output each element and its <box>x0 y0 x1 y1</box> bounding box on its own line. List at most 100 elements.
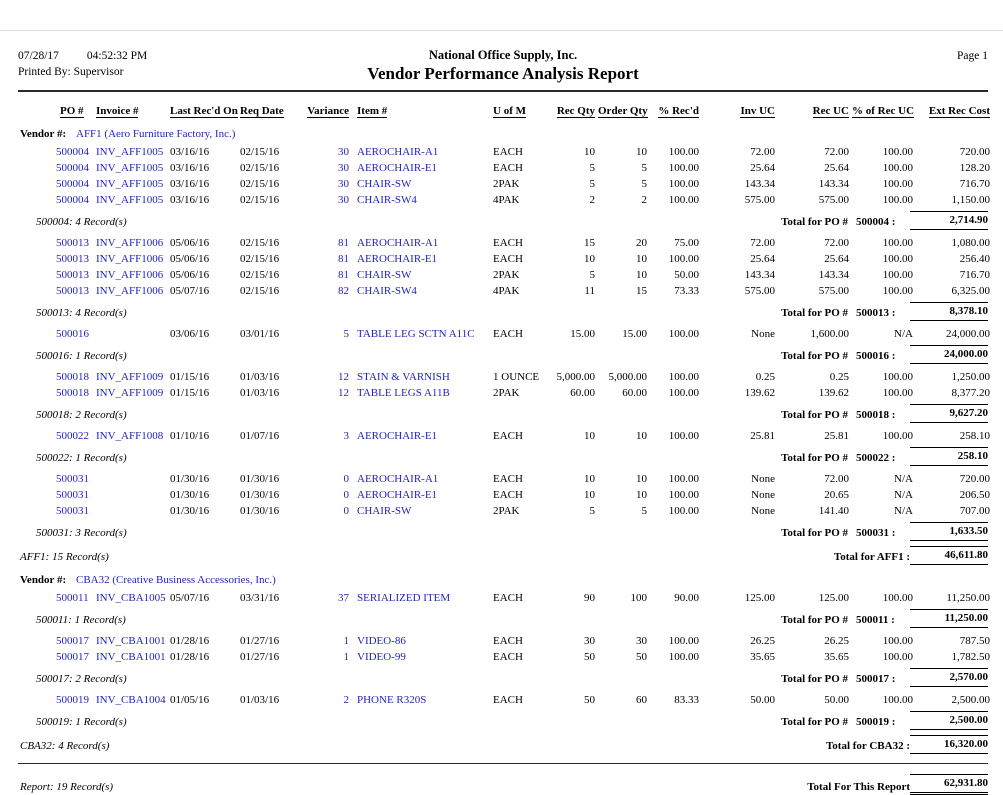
cell-last-recd-on: 05/07/16 <box>170 592 210 604</box>
cell-po: 500011 <box>56 592 89 604</box>
cell-ext-rec-cost: 1,150.00 <box>951 194 991 206</box>
cell-pct-of-rec-uc: 100.00 <box>882 237 913 249</box>
cell-pct-recd: 100.00 <box>668 635 699 647</box>
cell-uom: 2PAK <box>493 178 520 190</box>
cell-rec-qty: 5 <box>589 505 596 517</box>
table-row: 500004 INV_AFF1005 03/16/16 02/15/16 30 CHAIR… <box>18 176 990 192</box>
cell-rec-qty: 60.00 <box>570 387 595 399</box>
cell-last-recd-on: 01/05/16 <box>170 694 210 706</box>
cell-order-qty: 50 <box>636 651 647 663</box>
cell-order-qty: 10 <box>636 269 647 281</box>
po-total-row: 500017: 2 Record(s) Total for PO # 500017 … <box>18 668 988 687</box>
cell-ext-rec-cost: 707.00 <box>959 505 990 517</box>
cell-invoice: INV_AFF1005 <box>96 178 164 190</box>
cell-pct-recd: 75.00 <box>674 237 699 249</box>
cell-pct-of-rec-uc: N/A <box>894 489 913 501</box>
cell-pct-of-rec-uc: 100.00 <box>882 194 913 206</box>
cell-invoice <box>94 471 168 487</box>
cell-ext-rec-cost: 206.50 <box>959 489 990 501</box>
cell-rec-uc: 139.62 <box>818 387 849 399</box>
cell-last-recd-on: 03/16/16 <box>170 146 210 158</box>
cell-invoice: INV_CBA1001 <box>96 635 166 647</box>
cell-ext-rec-cost: 1,080.00 <box>951 237 991 249</box>
po-record-count: 500031: 3 Record(s) <box>36 527 127 539</box>
col-header-rec-qty: Rec Qty <box>542 104 598 119</box>
column-headers: PO # Invoice # Last Rec'd On Req Date Varian… <box>18 104 990 119</box>
cell-rec-qty: 5,000.00 <box>556 371 596 383</box>
cell-uom: EACH <box>493 146 523 158</box>
cell-ext-rec-cost: 2,500.00 <box>951 694 991 706</box>
table-row: 500013 INV_AFF1006 05/06/16 02/15/16 81 AEROC… <box>18 251 990 267</box>
cell-pct-of-rec-uc: 100.00 <box>882 253 913 265</box>
cell-last-recd-on: 01/15/16 <box>170 387 210 399</box>
po-record-count: 500017: 2 Record(s) <box>36 673 127 685</box>
cell-rec-uc: 143.34 <box>818 269 849 281</box>
cell-uom: 2PAK <box>493 387 520 399</box>
cell-item: AEROCHAIR-A1 <box>357 237 439 249</box>
cell-variance: 30 <box>338 194 349 206</box>
cell-pct-of-rec-uc: 100.00 <box>882 694 913 706</box>
report-total-amount: 62,931.80 <box>910 774 988 795</box>
cell-variance: 3 <box>343 430 350 442</box>
cell-inv-uc: None <box>751 505 775 517</box>
po-total-row: 500016: 1 Record(s) Total for PO # 500016 … <box>18 345 988 364</box>
cell-rec-qty: 5 <box>589 178 596 190</box>
cell-req-date: 01/30/16 <box>240 473 280 485</box>
cell-invoice: INV_CBA1004 <box>96 694 166 706</box>
cell-req-date: 01/03/16 <box>240 694 280 706</box>
cell-rec-uc: 125.00 <box>818 592 849 604</box>
vendor-label: Vendor #: <box>20 128 67 140</box>
cell-invoice <box>94 326 168 342</box>
cell-inv-uc: 139.62 <box>744 387 775 399</box>
cell-po: 500016 <box>56 328 89 340</box>
col-header-label: Rec Qty <box>556 105 595 118</box>
cell-last-recd-on: 03/16/16 <box>170 194 210 206</box>
cell-uom: EACH <box>493 237 523 249</box>
cell-variance: 1 <box>343 635 350 647</box>
footer-divider <box>18 763 988 764</box>
cell-last-recd-on: 01/30/16 <box>170 489 210 501</box>
po-total-label: Total for PO # <box>781 350 848 362</box>
cell-inv-uc: 26.25 <box>750 635 775 647</box>
cell-pct-recd: 100.00 <box>668 194 699 206</box>
cell-rec-qty: 15.00 <box>570 328 595 340</box>
cell-invoice: INV_AFF1009 <box>96 387 164 399</box>
cell-ext-rec-cost: 6,325.00 <box>951 285 991 297</box>
cell-req-date: 02/15/16 <box>240 162 280 174</box>
col-header-label: Inv UC <box>740 105 775 118</box>
cell-rec-qty: 90 <box>584 592 595 604</box>
cell-variance: 81 <box>338 269 349 281</box>
cell-po: 500004 <box>56 194 89 206</box>
cell-req-date: 01/30/16 <box>240 489 280 501</box>
po-total-number: 500031 : <box>856 527 896 539</box>
cell-po: 500018 <box>56 371 89 383</box>
cell-order-qty: 30 <box>636 635 647 647</box>
cell-rec-uc: 141.40 <box>818 505 849 517</box>
cell-order-qty: 10 <box>636 430 647 442</box>
table-row: 500022 INV_AFF1008 01/10/16 01/07/16 3 AEROCH… <box>18 428 990 444</box>
table-row: 500004 INV_AFF1005 03/16/16 02/15/16 30 AEROC… <box>18 144 990 160</box>
col-header-label: Invoice # <box>96 105 139 118</box>
col-header-ext-rec-cost: Ext Rec Cost <box>916 104 990 119</box>
cell-pct-recd: 100.00 <box>668 651 699 663</box>
cell-rec-qty: 10 <box>584 146 595 158</box>
cell-inv-uc: 25.64 <box>750 162 775 174</box>
col-header-label: % of Rec UC <box>852 105 915 118</box>
po-total-amount: 11,250.00 <box>910 609 988 628</box>
po-total-number: 500017 : <box>856 673 896 685</box>
cell-variance: 0 <box>343 505 350 517</box>
cell-variance: 5 <box>343 328 350 340</box>
vendor-label: Vendor #: <box>20 574 67 586</box>
vendor-total-label: Total for CBA32 : <box>825 740 910 752</box>
cell-ext-rec-cost: 716.70 <box>959 269 990 281</box>
page-title: Vendor Performance Analysis Report <box>367 64 639 83</box>
page-header: 07/28/17 04:52:32 PM Printed By: Supervis… <box>18 48 988 85</box>
col-header-rec-uc: Rec UC <box>778 104 852 119</box>
cell-ext-rec-cost: 128.20 <box>959 162 990 174</box>
cell-ext-rec-cost: 256.40 <box>959 253 990 265</box>
report-total-row: Report: 19 Record(s) Total For This Repo… <box>18 774 988 795</box>
cell-item: TABLE LEG SCTN A11C <box>357 328 475 340</box>
cell-pct-recd: 100.00 <box>668 489 699 501</box>
cell-item: CHAIR-SW4 <box>357 285 417 297</box>
